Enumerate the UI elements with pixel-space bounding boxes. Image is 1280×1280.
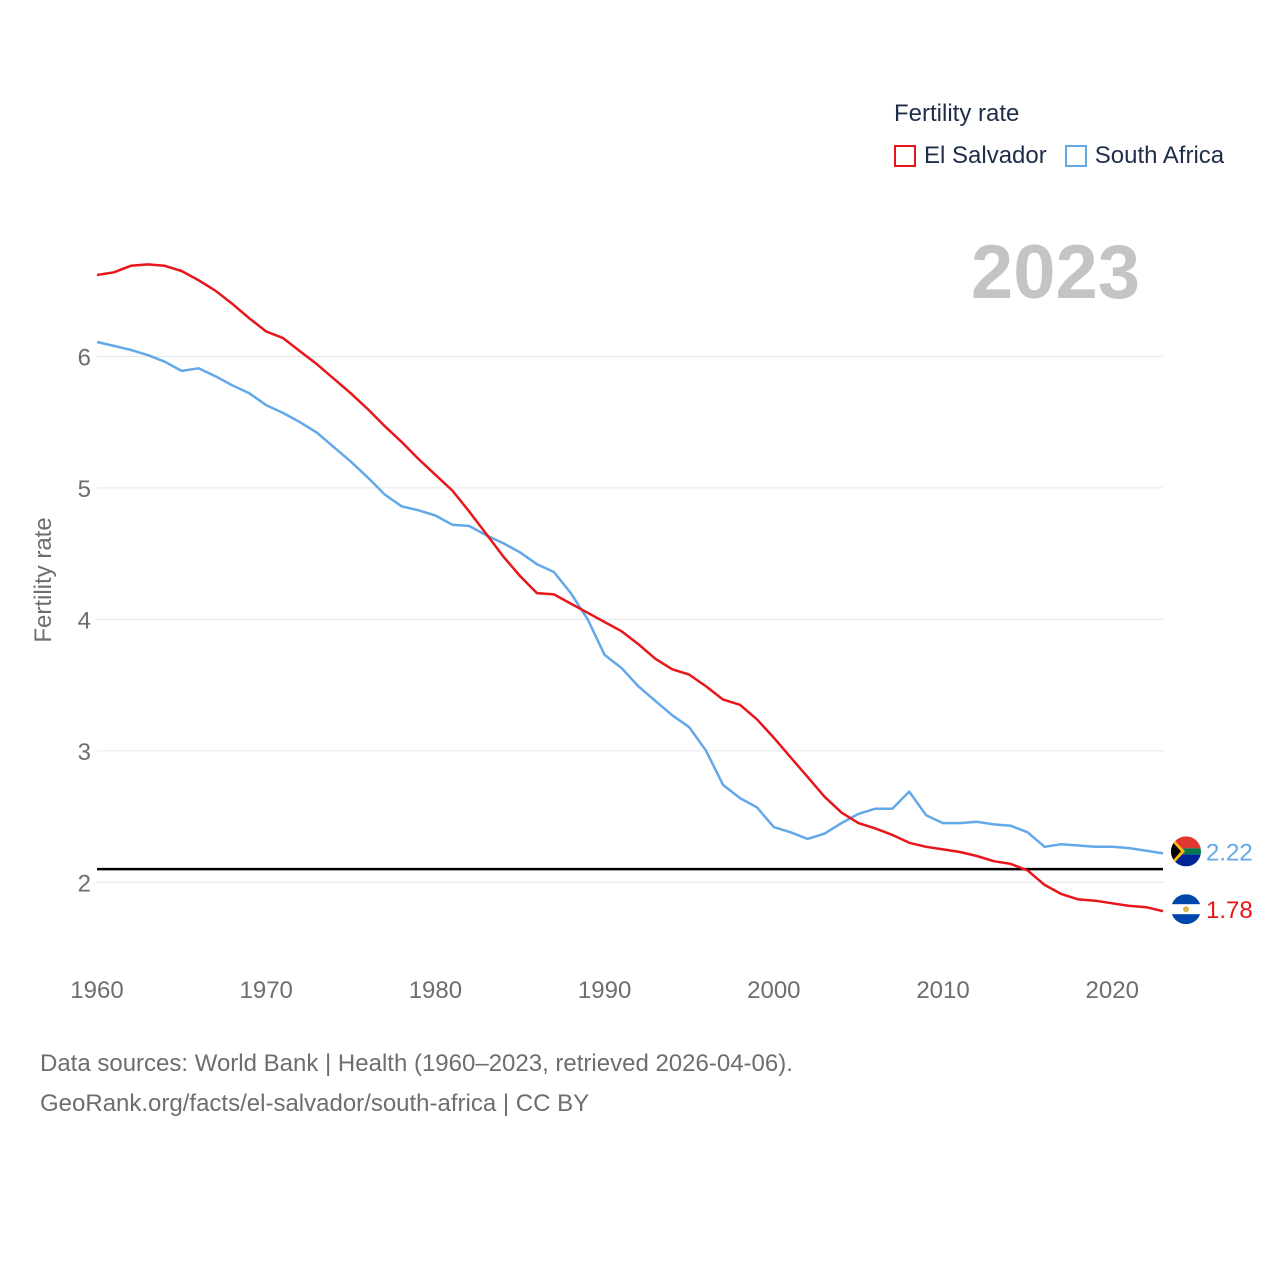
x-tick-label-2010: 2010 — [916, 977, 969, 1004]
end-label-south-africa: 2.22 — [1206, 839, 1253, 866]
series-line-south-africa — [96, 340, 1164, 855]
y-tick-label-6: 6 — [78, 344, 91, 371]
source-line-1: Data sources: World Bank | Health (1960–… — [40, 1050, 793, 1077]
y-tick-label-5: 5 — [78, 476, 91, 503]
south-africa-flag-icon — [1171, 836, 1201, 867]
el-salvador-flag-icon — [1171, 894, 1201, 925]
x-tick-label-1970: 1970 — [240, 977, 293, 1004]
year-label: 2023 — [971, 230, 1140, 315]
end-label-el-salvador: 1.78 — [1206, 897, 1253, 924]
legend-item-south-africa[interactable]: South Africa — [1064, 142, 1225, 170]
series-end-markers: 2.22 1.78 — [1171, 836, 1253, 925]
legend-swatch-el-salvador — [894, 145, 916, 167]
y-axis-ticks: 2 3 4 5 6 — [78, 344, 91, 897]
series-line-el-salvador — [96, 263, 1164, 913]
y-tick-label-2: 2 — [78, 870, 91, 897]
source-line-2[interactable]: GeoRank.org/facts/el-salvador/south-afri… — [40, 1090, 590, 1117]
source-note: Data sources: World Bank | Health (1960–… — [40, 1044, 793, 1124]
grid-lines — [97, 355, 1163, 883]
series-lines — [96, 263, 1164, 913]
legend-swatch-south-africa — [1064, 145, 1087, 167]
x-axis-ticks: 1960 1970 1980 1990 2000 2010 2020 — [70, 977, 1139, 1004]
x-tick-label-1990: 1990 — [578, 977, 631, 1004]
x-tick-label-2000: 2000 — [747, 977, 800, 1004]
x-tick-label-2020: 2020 — [1086, 977, 1139, 1004]
legend-label-south-africa: South Africa — [1094, 142, 1225, 169]
end-marker-el-salvador: 1.78 — [1171, 894, 1253, 925]
x-tick-label-1960: 1960 — [70, 977, 123, 1004]
legend-label-el-salvador: El Salvador — [924, 142, 1047, 169]
legend: El Salvador South Africa — [894, 142, 1242, 170]
x-tick-label-1980: 1980 — [409, 977, 462, 1004]
legend-title: Fertility rate — [894, 100, 1020, 127]
end-marker-south-africa: 2.22 — [1171, 836, 1253, 867]
y-tick-label-4: 4 — [78, 607, 91, 634]
y-axis-label: Fertility rate — [30, 517, 57, 642]
legend-item-el-salvador[interactable]: El Salvador — [894, 142, 1047, 170]
y-tick-label-3: 3 — [78, 739, 91, 766]
